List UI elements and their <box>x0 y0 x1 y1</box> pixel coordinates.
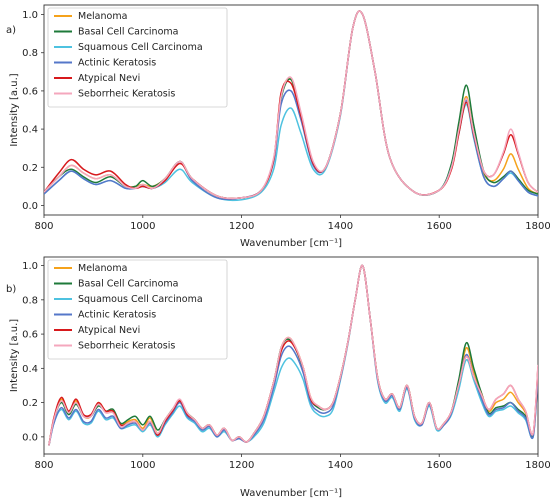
legend-entry: Basal Cell Carcinoma <box>78 279 178 290</box>
legend-entry: Squamous Cell Carcinoma <box>78 42 203 53</box>
legend: Melanoma Basal Cell Carcinoma Squamous Cel… <box>47 259 228 360</box>
y-tick-label: 0.2 <box>22 398 38 409</box>
legend-entry: Atypical Nevi <box>78 73 140 84</box>
x-tick-label: 1800 <box>525 221 550 232</box>
legend-entry: Melanoma <box>78 263 127 274</box>
y-tick-label: 1.0 <box>22 10 38 21</box>
y-tick-label: 0.4 <box>22 364 38 375</box>
plot-frame <box>43 4 539 216</box>
legend-entry: Basal Cell Carcinoma <box>78 27 178 38</box>
series-line-seborrheic-keratosis <box>48 264 538 446</box>
legend-entry: Squamous Cell Carcinoma <box>78 294 203 305</box>
x-tick-label: 1200 <box>229 221 254 232</box>
series-line-seborrheic-keratosis <box>44 10 538 200</box>
x-axis-label: Wavenumber [cm⁻¹] <box>240 488 342 499</box>
panel-label: b) <box>6 284 16 295</box>
x-tick-label: 1800 <box>525 460 550 471</box>
legend-entry: Actinic Keratosis <box>78 58 156 69</box>
x-axis-label: Wavenumber [cm⁻¹] <box>240 238 342 249</box>
y-tick-label: 1.0 <box>22 261 38 272</box>
legend-entry: Actinic Keratosis <box>78 310 156 321</box>
x-tick-label: 1600 <box>426 460 451 471</box>
series-group <box>44 10 538 202</box>
series-group <box>48 264 538 446</box>
y-tick-label: 0.2 <box>22 163 38 174</box>
x-tick-label: 800 <box>34 221 53 232</box>
y-tick-label: 0.8 <box>22 295 38 306</box>
plot-frame <box>43 256 539 455</box>
y-tick-label: 0.6 <box>22 86 38 97</box>
chart-panel-2: 800 1000 1200 1400 1600 1800 0.0 0.2 0.4 0.6 0.8 1.… <box>6 256 550 499</box>
legend-entry: Atypical Nevi <box>78 325 140 336</box>
legend-entry: Seborrheic Keratosis <box>78 89 175 100</box>
x-tick-label: 1200 <box>229 460 254 471</box>
chart-panel-1: 800 1000 1200 1400 1600 1800 0.0 0.2 0.4 0.6 0.8 1.… <box>6 4 550 249</box>
y-tick-label: 0.0 <box>22 432 38 443</box>
series-line-squamous-cell-carcinoma <box>48 264 538 446</box>
legend-entry: Melanoma <box>78 11 127 22</box>
x-tick-label: 1600 <box>426 221 451 232</box>
y-axis-label: Intensity [a.u.] <box>9 319 20 392</box>
y-tick-label: 0.4 <box>22 125 38 136</box>
x-tick-label: 1000 <box>130 221 155 232</box>
y-tick-label: 0.6 <box>22 330 38 341</box>
legend: Melanoma Basal Cell Carcinoma Squamous Cel… <box>47 7 228 108</box>
y-tick-label: 0.0 <box>22 201 38 212</box>
x-tick-label: 800 <box>34 460 53 471</box>
legend-entry: Seborrheic Keratosis <box>78 341 175 352</box>
x-tick-label: 1400 <box>328 221 353 232</box>
y-tick-label: 0.8 <box>22 48 38 59</box>
x-tick-label: 1400 <box>328 460 353 471</box>
legend-box <box>47 7 228 108</box>
y-axis-label: Intensity [a.u.] <box>9 73 20 146</box>
legend-box <box>47 259 228 360</box>
x-tick-label: 1000 <box>130 460 155 471</box>
panel-label: a) <box>6 25 16 36</box>
